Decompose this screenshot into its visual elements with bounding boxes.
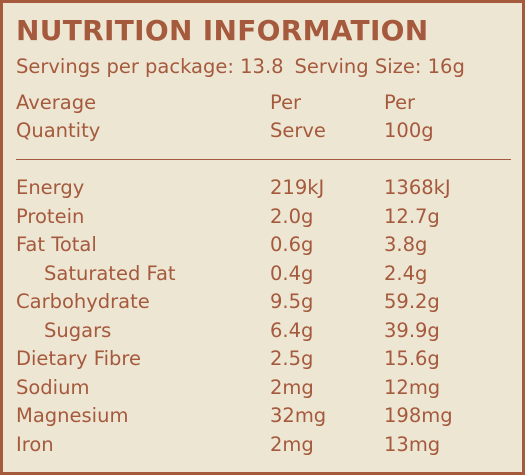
nutrient-per-serve: 2mg xyxy=(270,432,314,456)
servings-line: Servings per package: 13.8 Serving Size: … xyxy=(16,55,465,79)
nutrient-name: Iron xyxy=(16,432,54,456)
nutrient-per-100g: 3.8g xyxy=(384,233,428,256)
nutrient-name: Carbohydrate xyxy=(16,290,150,313)
nutrient-name: Energy xyxy=(16,176,85,199)
nutrient-row: Sodium 2mg 12mg xyxy=(16,374,511,403)
nutrient-per-serve: 0.4g xyxy=(270,261,314,285)
header-divider xyxy=(16,159,511,160)
nutrient-name: Fat Total xyxy=(16,233,97,256)
nutrient-per-serve: 2.5g xyxy=(270,347,314,370)
header-per-serve-line1: Per xyxy=(270,91,302,114)
nutrient-per-100g: 39.9g xyxy=(384,318,440,342)
header-per-100g-line1: Per xyxy=(384,91,416,114)
nutrient-per-serve: 6.4g xyxy=(270,318,314,342)
nutrient-row: Iron 2mg 13mg xyxy=(16,431,511,460)
header-name-column: Average Quantity xyxy=(16,89,100,145)
nutrient-row: Magnesium 32mg 198mg xyxy=(16,402,511,431)
nutrient-per-100g: 13mg xyxy=(384,432,441,456)
nutrient-name: Dietary Fibre xyxy=(16,347,141,370)
header-per-100g-line2: 100g xyxy=(384,119,434,142)
nutrient-per-serve: 2.0g xyxy=(270,204,314,228)
nutrient-name: Saturated Fat xyxy=(44,261,176,285)
nutrient-per-serve: 0.6g xyxy=(270,233,314,256)
nutrient-row: Protein 2.0g 12.7g xyxy=(16,203,511,232)
header-per-serve-column: Per Serve xyxy=(270,89,326,145)
nutrient-row: Energy 219kJ 1368kJ xyxy=(16,174,511,203)
nutrient-name: Magnesium xyxy=(16,404,129,427)
header-per-100g-column: Per 100g xyxy=(384,89,434,145)
nutrient-per-serve: 219kJ xyxy=(270,176,325,199)
nutrient-per-serve: 2mg xyxy=(270,375,314,399)
nutrient-per-serve: 32mg xyxy=(270,404,327,427)
header-name-line1: Average xyxy=(16,91,97,114)
header-name-line2: Quantity xyxy=(16,119,101,142)
header-per-serve-line2: Serve xyxy=(270,119,326,142)
nutrient-per-100g: 2.4g xyxy=(384,261,428,285)
nutrient-per-100g: 1368kJ xyxy=(384,176,451,199)
nutrient-name: Sodium xyxy=(16,375,90,399)
nutrient-per-100g: 12mg xyxy=(384,375,441,399)
nutrient-per-100g: 12.7g xyxy=(384,204,440,228)
nutrient-row: Carbohydrate 9.5g 59.2g xyxy=(16,288,511,317)
nutrient-rows: Energy 219kJ 1368kJ Protein 2.0g 12.7g F… xyxy=(16,174,511,459)
panel-title: NUTRITION INFORMATION xyxy=(16,14,429,47)
nutrient-per-100g: 198mg xyxy=(384,404,453,427)
nutrient-name: Protein xyxy=(16,204,85,228)
servings-per-package: Servings per package: 13.8 xyxy=(16,55,284,78)
nutrient-row: Dietary Fibre 2.5g 15.6g xyxy=(16,345,511,374)
serving-size: Serving Size: 16g xyxy=(294,55,465,78)
nutrient-per-serve: 9.5g xyxy=(270,290,314,313)
nutrient-row: Saturated Fat 0.4g 2.4g xyxy=(16,260,511,289)
nutrient-row: Fat Total 0.6g 3.8g xyxy=(16,231,511,260)
nutrient-per-100g: 59.2g xyxy=(384,290,440,313)
nutrient-per-100g: 15.6g xyxy=(384,347,440,370)
nutrient-row: Sugars 6.4g 39.9g xyxy=(16,317,511,346)
nutrient-name: Sugars xyxy=(44,318,112,342)
